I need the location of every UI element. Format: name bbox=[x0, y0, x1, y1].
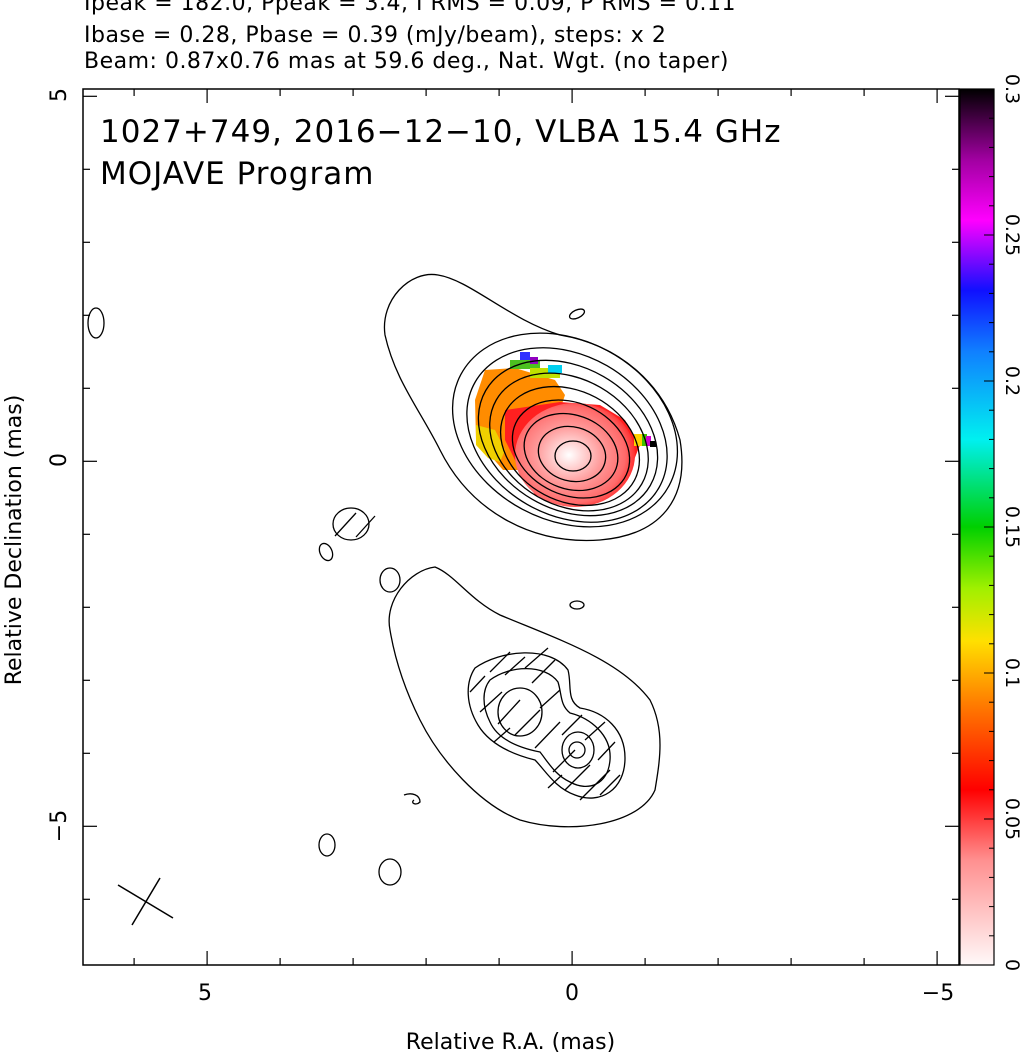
contour-core-2 bbox=[451, 332, 679, 528]
contour-jet-knot-2 bbox=[561, 731, 595, 769]
contour-core-8 bbox=[523, 412, 619, 492]
contour-islet-1 bbox=[87, 307, 105, 339]
contour-islet-3 bbox=[332, 507, 370, 541]
contour-islet-5 bbox=[379, 567, 401, 593]
contour-islet-4 bbox=[318, 542, 334, 562]
polarization-pixel-magenta-edge bbox=[646, 436, 651, 446]
colorbar-tick-label: 0.1 bbox=[1001, 658, 1021, 688]
polarization-region-core bbox=[515, 403, 635, 507]
y-tick-label-0: 0 bbox=[47, 453, 72, 467]
header-line-2: Ibase = 0.28, Pbase = 0.39 (mJy/beam), s… bbox=[84, 23, 667, 48]
polarization-vectors bbox=[334, 512, 621, 801]
x-tick-label-5: 5 bbox=[198, 981, 212, 1006]
colorbar-tick-label: 0.25 bbox=[1001, 214, 1021, 256]
polarization-pixel-black-edge bbox=[650, 441, 656, 447]
header-line-3: Beam: 0.87x0.76 mas at 59.6 deg., Nat. W… bbox=[84, 49, 729, 74]
colorbar-tick-labels: 0 0.05 0.1 0.15 0.2 0.25 0.3 bbox=[1001, 74, 1021, 971]
contour-core-5 bbox=[489, 372, 649, 512]
colorbar-tick-label: 0.15 bbox=[1001, 506, 1021, 548]
contour-core-9 bbox=[537, 425, 607, 483]
contour-islet-9 bbox=[378, 858, 402, 886]
axis-ticks bbox=[83, 89, 959, 965]
header-line-1: Ipeak = 182.0, Ppeak = 3.4, I RMS = 0.09… bbox=[84, 0, 736, 16]
polarization-color-map bbox=[475, 352, 656, 507]
polarization-pixel-cyan bbox=[548, 365, 562, 373]
polarization-pixel-blue bbox=[520, 352, 530, 360]
contour-core-3 bbox=[466, 347, 668, 523]
colorbar-tick-label: 0.05 bbox=[1001, 798, 1021, 840]
contour-jet-3 bbox=[483, 667, 611, 787]
plot-title: 1027+749, 2016−12−10, VLBA 15.4 GHz bbox=[100, 114, 781, 150]
colorbar-tick-label: 0 bbox=[1001, 959, 1021, 971]
polarization-region-yellow bbox=[476, 425, 505, 462]
contour-islet-2 bbox=[568, 308, 586, 320]
x-tick-label-0: 0 bbox=[565, 981, 579, 1006]
contour-jet-knot-3 bbox=[568, 741, 586, 759]
x-tick-label-neg5: −5 bbox=[922, 981, 954, 1006]
y-axis-label: Relative Declination (mas) bbox=[2, 394, 27, 686]
contour-islet-6 bbox=[569, 600, 585, 610]
contour-outer-jet bbox=[388, 566, 661, 828]
colorbar-tick-label: 0.3 bbox=[1001, 74, 1021, 104]
polarization-pixel-yellow-edge bbox=[634, 434, 642, 446]
x-axis-label: Relative R.A. (mas) bbox=[405, 1030, 616, 1055]
contour-jet-2 bbox=[467, 652, 626, 799]
contour-islet-8 bbox=[318, 833, 336, 857]
contour-islet-7 bbox=[403, 793, 421, 805]
contour-core-6 bbox=[499, 385, 641, 507]
contour-core-10 bbox=[554, 440, 592, 472]
colorbar-tick-label: 0.2 bbox=[1001, 366, 1021, 396]
plot-subtitle: MOJAVE Program bbox=[100, 156, 374, 192]
contour-core-4 bbox=[477, 359, 659, 517]
plot-frame bbox=[82, 88, 960, 966]
contour-core-7 bbox=[511, 399, 631, 499]
polarization-pixel-green-edge bbox=[642, 434, 647, 446]
y-tick-label-5: 5 bbox=[47, 88, 72, 102]
colorbar-ticks bbox=[984, 88, 994, 966]
total-intensity-contours bbox=[87, 273, 683, 886]
contour-jet-knot-1 bbox=[497, 687, 543, 737]
y-tick-label-neg5: −5 bbox=[47, 810, 72, 842]
polarization-pixel-green bbox=[510, 360, 540, 369]
beam-ellipse bbox=[117, 877, 174, 926]
